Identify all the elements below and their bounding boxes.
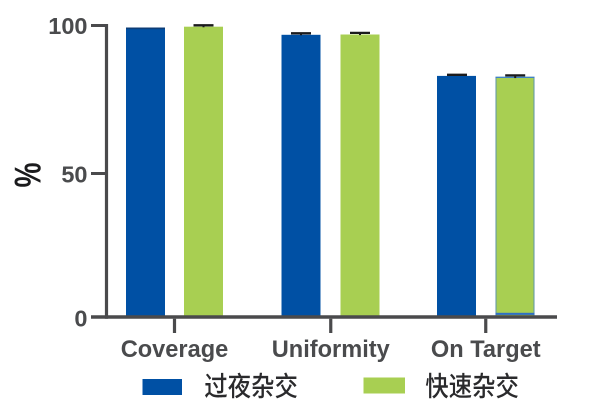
svg-text:Uniformity: Uniformity: [272, 337, 390, 363]
svg-text:50: 50: [61, 162, 87, 188]
svg-text:100: 100: [48, 13, 87, 39]
svg-text:0: 0: [74, 306, 87, 332]
svg-text:Coverage: Coverage: [121, 337, 229, 363]
svg-text:%: %: [8, 163, 49, 188]
svg-text:On Target: On Target: [431, 337, 541, 363]
